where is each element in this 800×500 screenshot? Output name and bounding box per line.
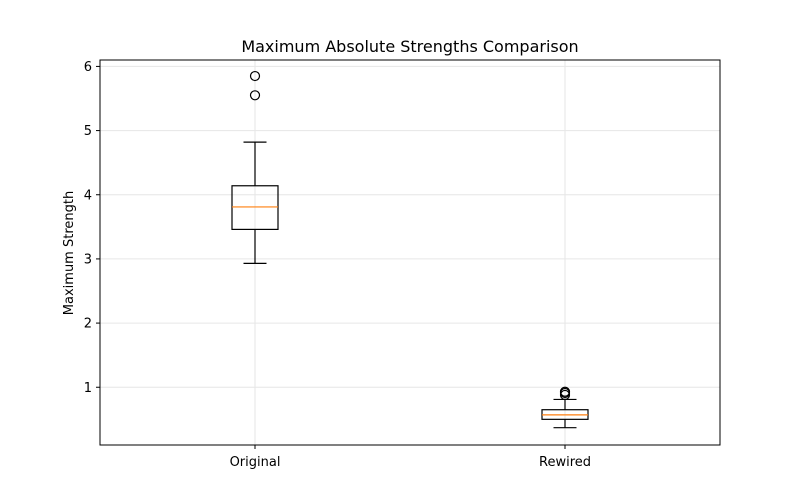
box-original [231, 70, 279, 265]
y-tick-label: 6 [84, 60, 92, 75]
y-tick-label: 4 [84, 188, 92, 203]
x-tick-label: Original [230, 455, 281, 470]
box-rewired [541, 386, 589, 429]
outlier-point [249, 70, 261, 82]
y-tick-label: 5 [84, 124, 92, 139]
outlier-point [249, 90, 261, 101]
chart-title: Maximum Absolute Strengths Comparison [241, 37, 578, 56]
plot-frame [99, 59, 721, 446]
y-axis-label: Maximum Strength [62, 191, 77, 315]
y-tick-label: 3 [84, 252, 92, 267]
outlier-point [559, 386, 571, 397]
grid-lines [100, 60, 720, 445]
axes: 1 2 3 4 5 6 Original Rewired [84, 59, 721, 470]
iqr-box [231, 185, 279, 230]
x-tick-label: Rewired [539, 455, 591, 470]
plot-area [231, 70, 589, 429]
y-tick-label: 1 [84, 381, 92, 396]
y-tick-label: 2 [84, 317, 92, 332]
